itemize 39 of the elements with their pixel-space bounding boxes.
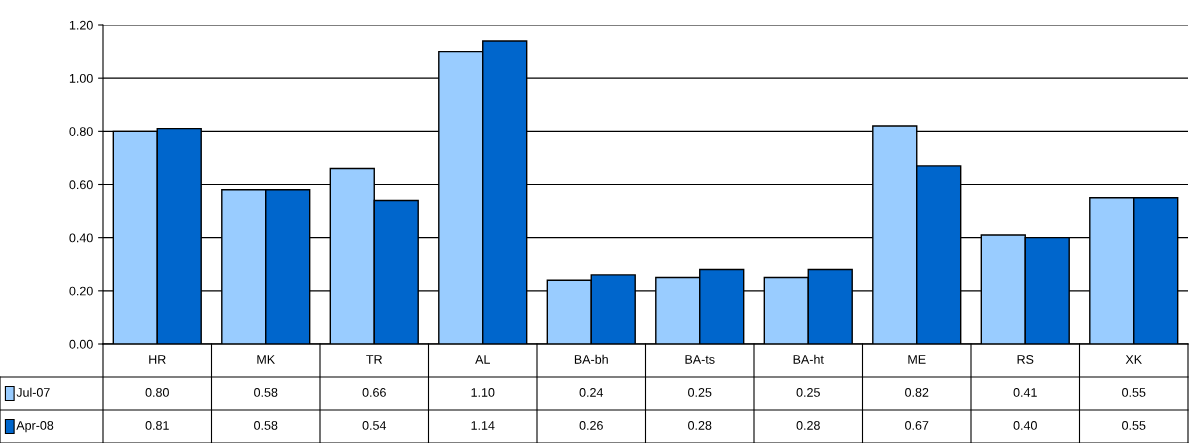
x-tick-label: AL: [475, 355, 490, 364]
data-label: 0.54: [362, 421, 387, 430]
data-label: 0.55: [1122, 421, 1146, 430]
x-tick-label: BA-ht: [793, 354, 824, 364]
data-label: 0.26: [579, 421, 603, 430]
data-label: 0.66: [362, 388, 386, 397]
x-tick-label: RS: [1017, 355, 1034, 364]
y-tick-label: 0.60: [69, 180, 93, 190]
x-tick-label: MK: [257, 355, 275, 364]
data-label: 0.55: [1122, 388, 1146, 397]
data-label: 0.80: [145, 388, 169, 397]
y-tick-label: 0.00: [69, 339, 93, 349]
y-tick-label: 0.20: [69, 286, 93, 296]
data-label: 1.14: [471, 421, 495, 430]
y-tick-label: 1.00: [69, 73, 93, 83]
x-tick-label: ME: [908, 355, 926, 364]
y-tick-label: 0.80: [69, 127, 93, 136]
data-label: 0.81: [145, 421, 169, 430]
x-tick-label: HR: [149, 355, 166, 364]
data-label: 0.58: [254, 421, 278, 430]
data-label: 1.10: [471, 388, 495, 397]
x-tick-label: BA-ts: [685, 355, 715, 364]
x-tick-label: XK: [1125, 355, 1142, 364]
data-label: 0.25: [688, 388, 712, 397]
data-label: 0.28: [796, 421, 820, 430]
legend-label: Apr-08: [16, 421, 54, 433]
data-label: 0.24: [579, 388, 604, 397]
x-tick-label: TR: [366, 355, 382, 364]
data-label: 0.40: [1013, 421, 1037, 430]
y-tick-label: 0.40: [69, 233, 93, 243]
x-tick-label: BA-bh: [574, 354, 608, 364]
data-label: 0.28: [688, 421, 712, 430]
legend-label: Jul-07: [16, 387, 50, 397]
data-label: 0.58: [254, 388, 278, 397]
data-label: 0.41: [1013, 388, 1037, 397]
data-label: 0.25: [796, 388, 820, 397]
data-label: 0.82: [905, 388, 929, 397]
data-label: 0.67: [905, 421, 929, 430]
y-tick-label: 1.20: [69, 20, 93, 30]
